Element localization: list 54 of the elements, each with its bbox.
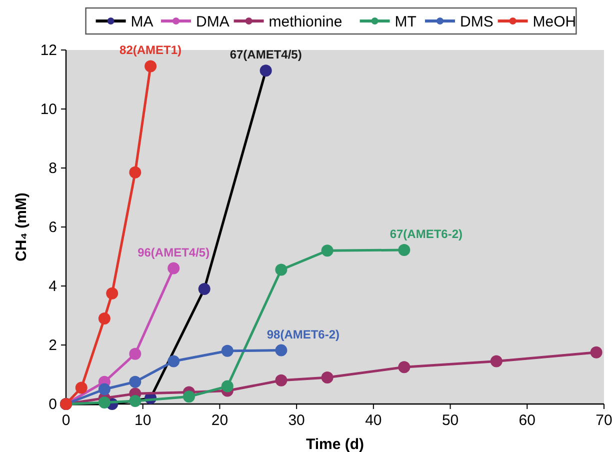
- point: [75, 382, 88, 394]
- point: [98, 312, 110, 324]
- legend-label: MT: [394, 14, 416, 30]
- annotation: 98(AMET6-2): [266, 327, 340, 342]
- point: [98, 396, 110, 409]
- y-tick-label: 2: [48, 337, 57, 354]
- point: [275, 374, 288, 386]
- legend-label: MeOH: [532, 14, 576, 30]
- y-tick-label: 0: [48, 396, 57, 413]
- y-tick-label: 10: [40, 101, 57, 118]
- annotation: 96(AMET4/5): [138, 245, 210, 260]
- legend-label: MA: [130, 14, 154, 30]
- point: [275, 344, 288, 356]
- point: [198, 282, 210, 295]
- point: [260, 64, 272, 77]
- x-tick-label: 40: [365, 412, 382, 429]
- x-axis-title: Time (d): [306, 436, 364, 452]
- point: [221, 344, 234, 357]
- point: [182, 390, 195, 403]
- point: [168, 262, 180, 274]
- y-tick-label: 12: [40, 42, 57, 59]
- point: [398, 361, 410, 374]
- point: [106, 287, 118, 300]
- x-tick-label: 0: [62, 412, 70, 429]
- point: [144, 60, 157, 72]
- y-tick-label: 4: [48, 278, 57, 295]
- point: [129, 395, 142, 408]
- annotation: 67(AMET6-2): [390, 227, 463, 242]
- point: [321, 244, 334, 257]
- y-tick-label: 8: [48, 160, 57, 177]
- point: [275, 264, 288, 276]
- x-tick-label: 30: [288, 412, 305, 429]
- legend-label: DMS: [460, 14, 494, 30]
- point: [221, 380, 234, 392]
- point: [398, 244, 410, 256]
- x-tick-label: 50: [442, 412, 459, 429]
- legend-label: methionine: [268, 14, 342, 30]
- y-axis-title: CH₄ (mM): [13, 192, 30, 262]
- annotation: 82(AMET1): [120, 43, 182, 58]
- point: [168, 355, 180, 368]
- x-tick-label: 10: [134, 412, 152, 429]
- point: [490, 355, 502, 368]
- point: [321, 371, 334, 384]
- annotation: 67(AMET4/5): [230, 48, 302, 62]
- x-tick-label: 60: [518, 412, 536, 429]
- x-tick-label: 20: [211, 412, 228, 429]
- legend-label: DMA: [196, 14, 230, 30]
- y-tick-label: 6: [48, 219, 57, 236]
- point: [129, 166, 142, 178]
- point: [590, 346, 602, 358]
- point: [129, 348, 142, 360]
- point: [98, 383, 110, 396]
- x-tick-label: 70: [596, 412, 612, 429]
- point: [129, 376, 142, 388]
